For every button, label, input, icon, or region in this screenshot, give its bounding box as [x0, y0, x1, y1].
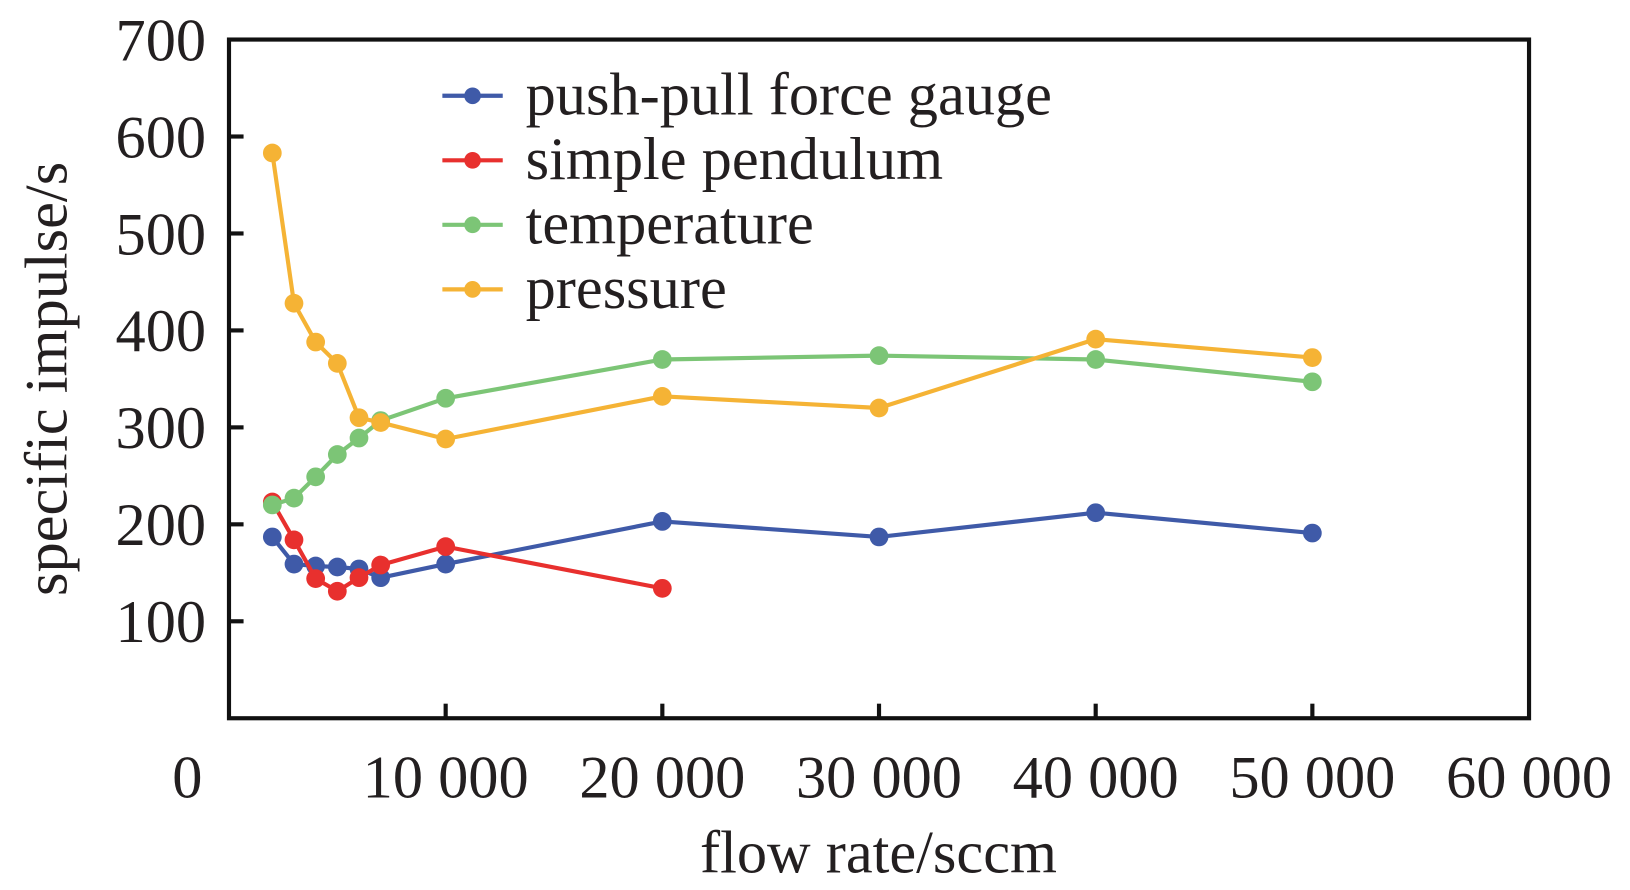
data-point [652, 512, 672, 531]
legend-label: pressure [526, 255, 727, 322]
data-point [327, 557, 347, 577]
data-point [306, 332, 326, 352]
series-simple-pendulum [262, 492, 672, 601]
series-layer [262, 143, 1322, 601]
series-line [270, 510, 1313, 580]
series-line [270, 500, 663, 594]
legend-item: temperature [442, 191, 814, 258]
legend-dot-marker [464, 151, 481, 169]
legend-dot-marker [464, 87, 481, 105]
series-temperature [262, 346, 1322, 515]
data-point [327, 581, 347, 601]
data-point [436, 388, 456, 408]
legend-item: simple pendulum [442, 126, 943, 193]
y-tick-label: 500 [116, 201, 207, 268]
x-tick-label: 50 000 [1229, 744, 1395, 811]
data-point [652, 350, 672, 369]
data-point [652, 386, 672, 406]
data-point [436, 554, 456, 574]
x-tick-label: 10 000 [363, 744, 529, 811]
data-point [327, 354, 347, 373]
data-point [284, 530, 304, 550]
data-point [652, 578, 672, 598]
data-point [869, 398, 889, 418]
data-point [1302, 523, 1322, 543]
data-point [371, 555, 391, 575]
series-pressure [262, 143, 1322, 449]
data-point [284, 554, 304, 574]
legend-label: push-pull force gauge [526, 62, 1052, 129]
data-point [349, 408, 369, 428]
data-point [436, 537, 456, 557]
legend-item: push-pull force gauge [442, 62, 1052, 129]
data-point [1302, 372, 1322, 392]
y-tick-label: 200 [116, 492, 207, 559]
data-point [349, 428, 369, 448]
legend-label: temperature [526, 191, 814, 258]
data-point [1086, 503, 1106, 523]
x-axis-title: flow rate/sccm [700, 819, 1057, 886]
legend-dot-marker [464, 216, 481, 234]
x-tick-label: 40 000 [1013, 744, 1179, 811]
data-point [371, 413, 391, 432]
series-line [271, 353, 1313, 507]
data-point [869, 346, 889, 365]
y-tick-label: 600 [116, 104, 207, 171]
data-point [262, 495, 282, 515]
legend-label: simple pendulum [526, 126, 943, 193]
legend-item: pressure [442, 255, 727, 322]
y-tick-label: 700 [116, 7, 207, 74]
data-point [436, 429, 456, 449]
data-point [262, 143, 282, 163]
data-point [1302, 348, 1322, 367]
legend-dot-marker [464, 281, 481, 298]
y-tick-label: 300 [116, 395, 207, 462]
data-point [306, 467, 326, 487]
data-point [284, 488, 304, 508]
y-axis-title: specific impulse/s [14, 162, 81, 596]
data-point [284, 293, 304, 313]
data-point [1086, 350, 1106, 369]
x-tick-label: 0 [172, 744, 202, 811]
data-point [327, 445, 347, 464]
x-tick-label: 30 000 [796, 744, 962, 811]
x-tick-label: 20 000 [579, 744, 745, 811]
x-axis-ticks: 0 10 000 20 000 30 000 40 000 50 000 60 000 [172, 703, 1612, 811]
y-tick-label: 100 [116, 589, 207, 656]
x-tick-label: 60 000 [1446, 744, 1612, 811]
series-push-pull-force-gauge [262, 503, 1322, 588]
data-point [869, 527, 889, 547]
y-axis-ticks: 100 200 300 400 500 600 700 [116, 7, 244, 656]
data-point [1086, 329, 1106, 349]
data-point [262, 527, 282, 547]
data-point [349, 568, 369, 588]
data-point [306, 569, 326, 588]
y-tick-label: 400 [116, 298, 207, 365]
